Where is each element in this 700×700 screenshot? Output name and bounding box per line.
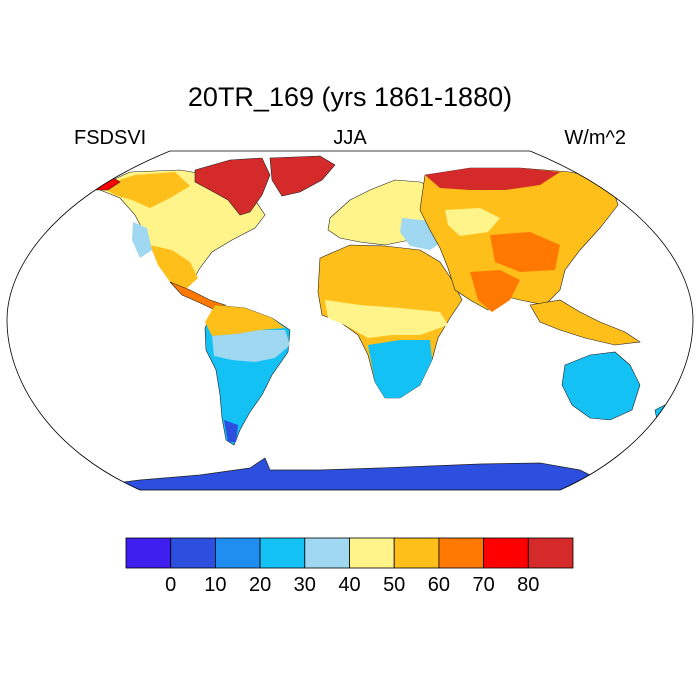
canadian-arctic [194,157,271,216]
greenland [269,155,336,197]
map-fill-layer [91,155,669,490]
colorbar-swatch [483,537,529,569]
antarctica [99,457,601,490]
australia [561,351,641,421]
units-label: W/m^2 [564,127,626,149]
south-america-north [205,305,285,336]
southeast-asia [529,299,641,346]
siberia-north [425,168,560,190]
africa-south [368,340,432,398]
colorbar-swatch [438,537,484,569]
colorbar-tick-label: 0 [165,574,177,596]
colorbar-tick-label: 20 [248,574,272,596]
india [470,270,520,312]
south-america-tip [224,420,238,442]
colorbar-tick-label: 70 [472,574,495,596]
colorbar-swatch [125,537,172,569]
colorbar-tick-label: 10 [204,574,227,596]
colorbar-tick-label: 40 [338,574,361,596]
variable-label: FSDSVI [74,127,147,149]
map-title: 20TR_169 (yrs 1861-1880) [187,82,513,112]
north-america-nw-cool [132,222,152,258]
map-boundary [6,150,694,491]
new-zealand [654,404,669,426]
south-america-middle [212,330,290,362]
colorbar-swatch [527,537,574,569]
colorbar-swatch [259,537,306,569]
north-america-sw [150,245,198,290]
colorbar-tick-label: 60 [427,574,451,596]
season-label: JJA [333,127,367,149]
colorbar-tick-label: 80 [517,574,540,596]
colorbar-tick-label: 50 [383,574,406,596]
central-asia-light [445,208,500,236]
colorbar-tick-label: 30 [293,574,316,596]
africa-sahel [325,300,448,338]
colorbar-swatch [214,537,261,569]
north-america-warm [100,172,190,208]
colorbar [125,537,574,569]
colorbar-swatch [393,537,440,569]
colorbar-swatch [170,537,216,569]
tibet-hot [490,232,560,272]
colorbar-swatch [349,537,395,569]
colorbar-swatch [304,537,350,569]
